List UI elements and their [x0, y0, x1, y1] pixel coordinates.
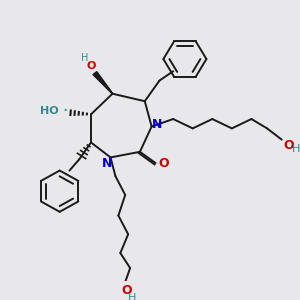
Text: H: H [128, 293, 136, 300]
Polygon shape [93, 72, 113, 94]
Text: O: O [86, 61, 96, 70]
Text: HO: HO [40, 106, 59, 116]
Text: O: O [158, 157, 169, 169]
Text: H: H [81, 53, 89, 63]
Text: H: H [292, 144, 300, 154]
Text: O: O [122, 284, 133, 297]
Text: N: N [152, 118, 163, 131]
Text: N: N [101, 158, 112, 170]
Text: ·: · [62, 102, 67, 120]
Text: O: O [283, 139, 294, 152]
